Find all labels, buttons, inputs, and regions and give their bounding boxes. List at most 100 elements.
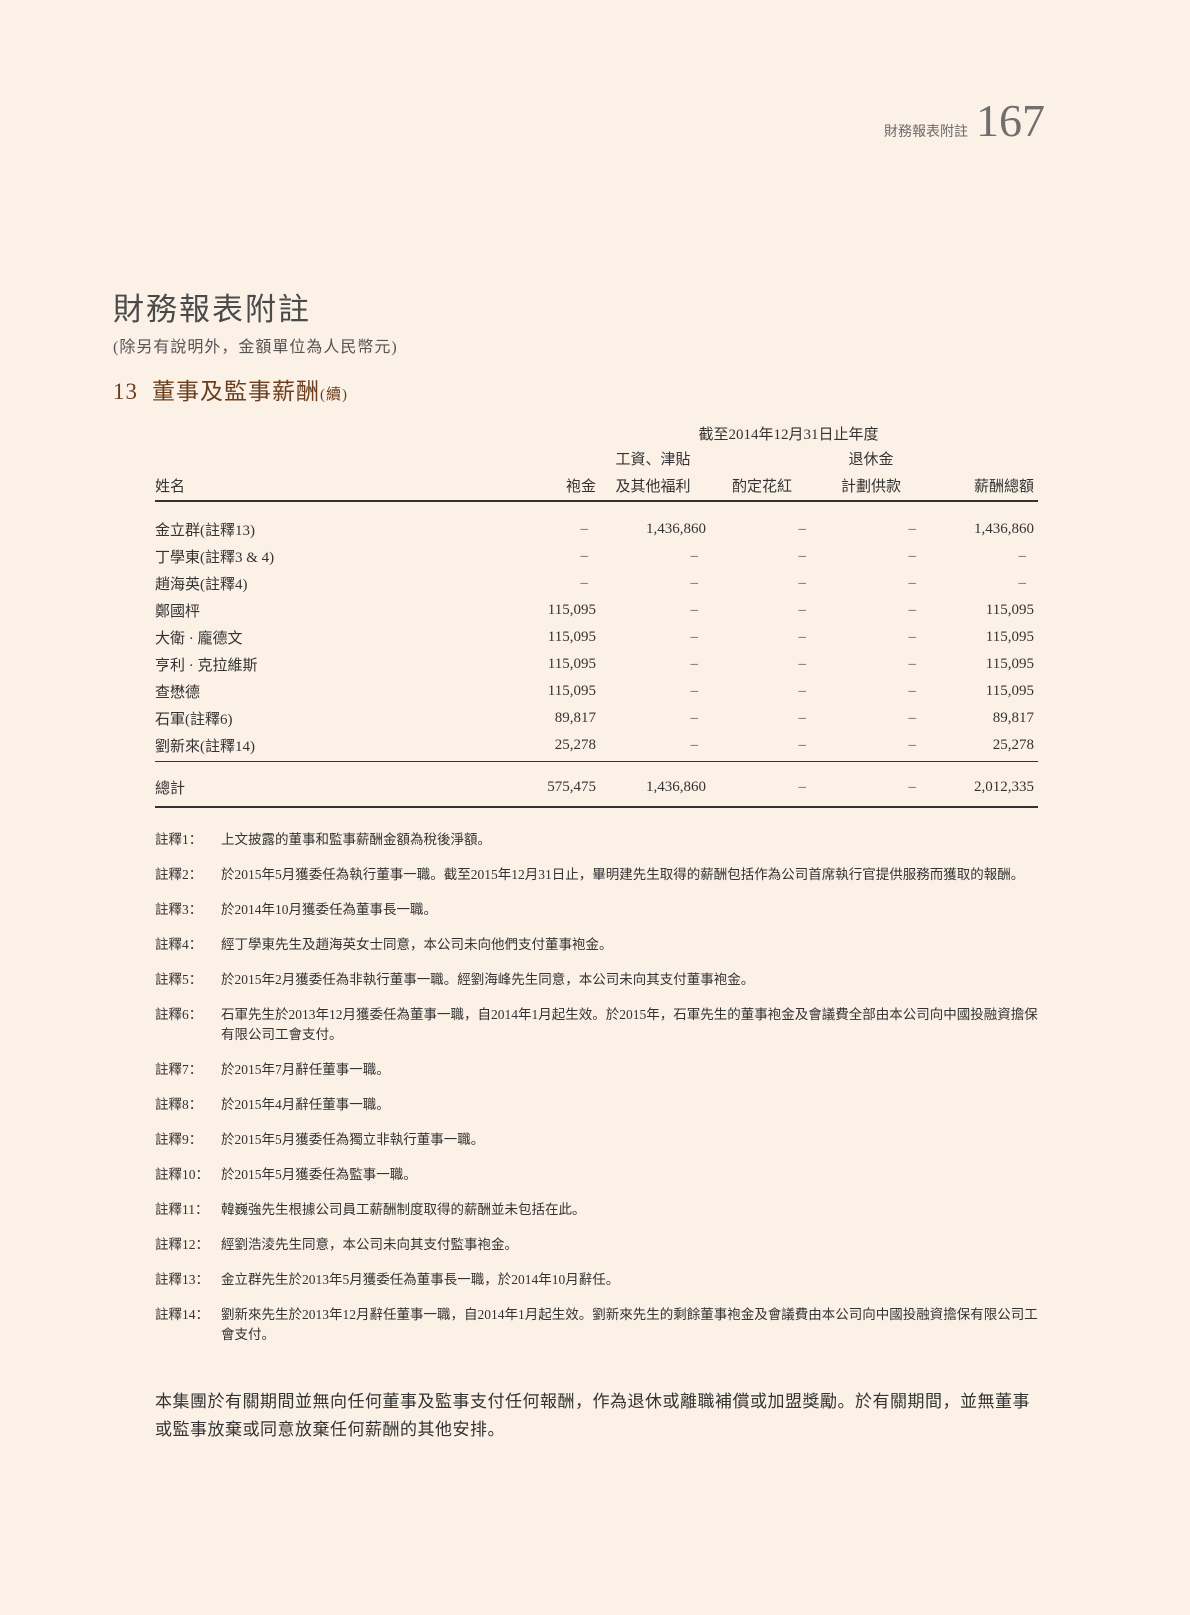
note-item: 註釋12： 經劉浩淩先生同意，本公司未向其支付監事袍金。	[155, 1235, 1047, 1255]
cell-total: –	[1018, 575, 1027, 591]
note-label: 註釋12：	[155, 1237, 209, 1252]
table-row: 大衛 · 龐德文 115,095 – – – 115,095	[155, 624, 1038, 651]
cell-total: 115,095	[985, 629, 1034, 645]
cell-bonus: –	[798, 602, 807, 618]
cell-total: 25,278	[928, 732, 1038, 762]
cell-fees: 115,095	[547, 602, 596, 618]
note-text: 於2015年5月獲委任為執行董事一職。截至2015年12月31日止，畢明建先生取…	[221, 867, 1025, 882]
note-label: 註釋6：	[155, 1007, 203, 1022]
cell-fees: 115,095	[547, 656, 596, 672]
cell-fees: –	[580, 548, 589, 564]
cell-retirement: –	[908, 656, 917, 672]
cell-name: 金立群(註釋13)	[155, 523, 255, 539]
page-title: 財務報表附註	[113, 292, 311, 327]
note-label: 註釋7：	[155, 1062, 203, 1077]
table-row: 趙海英(註釋4) – – – – –	[155, 570, 1038, 597]
cell-retirement: –	[908, 548, 917, 564]
cell-retirement: –	[908, 710, 917, 726]
header-total: 薪酬總額	[928, 469, 1038, 502]
note-label: 註釋11：	[155, 1202, 209, 1217]
note-text: 於2014年10月獲委任為董事長一職。	[221, 902, 437, 917]
table-row: 亨利 · 克拉維斯 115,095 – – – 115,095	[155, 651, 1038, 678]
section-heading: 13 董事及監事薪酬(續)	[113, 372, 348, 406]
cell-retirement: –	[908, 629, 917, 645]
cell-bonus: –	[798, 575, 807, 591]
note-label: 註釋5：	[155, 972, 203, 987]
note-item: 註釋6： 石軍先生於2013年12月獲委任為董事一職，自2014年1月起生效。於2…	[155, 1005, 1047, 1045]
notes-list: 註釋1： 上文披露的董事和監事薪酬金額為稅後淨額。註釋2： 於2015年5月獲委任為…	[155, 830, 1047, 1360]
note-item: 註釋11： 韓巍強先生根據公司員工薪酬制度取得的薪酬並未包括在此。	[155, 1200, 1047, 1220]
cell-bonus: –	[798, 548, 807, 564]
cell-retirement: –	[908, 602, 917, 618]
cell-salaries: –	[690, 683, 699, 699]
table-row: 查懋德 115,095 – – – 115,095	[155, 678, 1038, 705]
cell-bonus: –	[710, 732, 818, 762]
page-number: 167	[976, 95, 1045, 146]
cell-salaries: –	[690, 629, 699, 645]
remuneration-table: 工資、津貼 退休金 姓名 袍金 及其他福利 酌定花紅 計劃供款 薪酬總額 金立群…	[155, 442, 1038, 808]
note-text: 於2015年4月辭任董事一職。	[221, 1097, 390, 1112]
header-salaries-line1: 工資、津貼	[615, 452, 691, 468]
page-subtitle: (除另有說明外，金額單位為人民幣元)	[113, 339, 398, 356]
cell-fees: 575,475	[540, 761, 600, 808]
cell-salaries: –	[600, 732, 710, 762]
note-item: 註釋3： 於2014年10月獲委任為董事長一職。	[155, 900, 1047, 920]
cell-salaries: –	[690, 575, 699, 591]
cell-fees: –	[580, 575, 589, 591]
note-item: 註釋9： 於2015年5月獲委任為獨立非執行董事一職。	[155, 1130, 1047, 1150]
cell-salaries: –	[690, 548, 699, 564]
page-header: 財務報表附註 167	[884, 98, 1045, 144]
note-text: 韓巍強先生根據公司員工薪酬制度取得的薪酬並未包括在此。	[221, 1202, 586, 1217]
cell-salaries: 1,436,860	[646, 521, 706, 537]
section-number: 13	[113, 379, 138, 404]
section-title: 董事及監事薪酬	[152, 379, 320, 404]
cell-name: 鄭國枰	[155, 604, 201, 620]
note-text: 於2015年7月辭任董事一職。	[221, 1062, 390, 1077]
cell-total: 115,095	[985, 602, 1034, 618]
note-item: 註釋14： 劉新來先生於2013年12月辭任董事一職，自2014年1月起生效。劉新…	[155, 1305, 1047, 1345]
cell-total: 115,095	[985, 656, 1034, 672]
cell-salaries: –	[690, 710, 699, 726]
header-salaries-line2: 及其他福利	[600, 469, 710, 502]
table-period: 截至2014年12月31日止年度	[698, 427, 879, 443]
note-text: 於2015年2月獲委任為非執行董事一職。經劉海峰先生同意，本公司未向其支付董事袍…	[221, 972, 755, 987]
note-label: 註釋2：	[155, 867, 203, 882]
cell-retirement: –	[908, 575, 917, 591]
header-retirement-line2: 計劃供款	[818, 469, 928, 502]
cell-name: 趙海英(註釋4)	[155, 577, 248, 593]
table-row: 鄭國枰 115,095 – – – 115,095	[155, 597, 1038, 624]
note-text: 石軍先生於2013年12月獲委任為董事一職，自2014年1月起生效。於2015年…	[221, 1007, 1038, 1042]
table-row: 劉新來(註釋14) 25,278– – –25,278	[155, 732, 1038, 762]
section-continued: (續)	[320, 387, 348, 403]
cell-total: 2,012,335	[928, 761, 1038, 808]
cell-bonus: –	[798, 521, 807, 537]
cell-name: 查懋德	[155, 685, 201, 701]
table-row: 丁學東(註釋3 & 4) – – – – –	[155, 543, 1038, 570]
note-text: 經丁學東先生及趙海英女士同意，本公司未向他們支付董事袍金。	[221, 937, 613, 952]
note-label: 註釋13：	[155, 1272, 209, 1287]
note-item: 註釋7： 於2015年7月辭任董事一職。	[155, 1060, 1047, 1080]
note-item: 註釋2： 於2015年5月獲委任為執行董事一職。截至2015年12月31日止，畢明…	[155, 865, 1047, 885]
note-label: 註釋9：	[155, 1132, 203, 1147]
header-retirement-line1: 退休金	[848, 452, 894, 468]
cell-total: 1,436,860	[974, 521, 1034, 537]
note-label: 註釋8：	[155, 1097, 203, 1112]
table-row: 金立群(註釋13) – 1,436,860 – – 1,436,860	[155, 516, 1038, 543]
cell-bonus: –	[798, 710, 807, 726]
cell-retirement: –	[908, 683, 917, 699]
cell-total: 115,095	[985, 683, 1034, 699]
note-label: 註釋3：	[155, 902, 203, 917]
cell-bonus: –	[798, 629, 807, 645]
cell-total: 89,817	[992, 710, 1034, 726]
cell-salaries: 1,436,860	[600, 761, 710, 808]
note-text: 劉新來先生於2013年12月辭任董事一職，自2014年1月起生效。劉新來先生的剩…	[221, 1307, 1038, 1342]
cell-total: –	[1018, 548, 1027, 564]
table-row: 石軍(註釋6) 89,817 – – – 89,817	[155, 705, 1038, 732]
note-text: 經劉浩淩先生同意，本公司未向其支付監事袍金。	[221, 1237, 518, 1252]
cell-name: 劉新來(註釋14)	[155, 732, 540, 762]
table-total-row: 總計 575,475 1,436,860– –2,012,335	[155, 761, 1038, 808]
cell-name: 石軍(註釋6)	[155, 712, 233, 728]
closing-paragraph: 本集團於有關期間並無向任何董事及監事支付任何報酬，作為退休或離職補償或加盟獎勵。…	[155, 1392, 1030, 1439]
note-item: 註釋1： 上文披露的董事和監事薪酬金額為稅後淨額。	[155, 830, 1047, 850]
note-item: 註釋10： 於2015年5月獲委任為監事一職。	[155, 1165, 1047, 1185]
